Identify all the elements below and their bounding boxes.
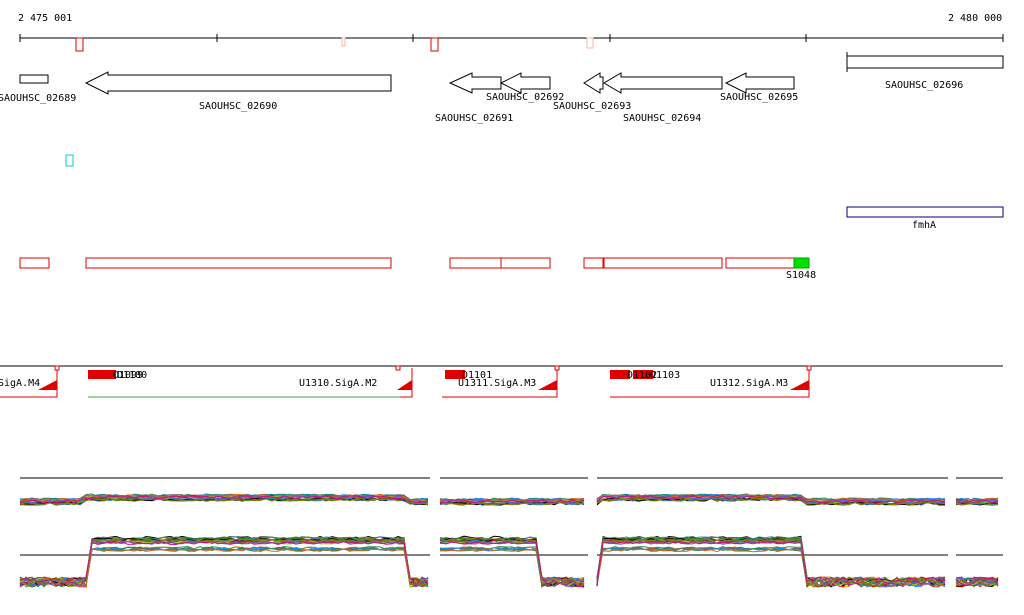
expression-series-line: [439, 538, 585, 588]
gene-arrow-SAOUHSC_02689[interactable]: [19, 74, 49, 84]
expression-series-line: [596, 495, 946, 504]
expression-series-line: [439, 498, 585, 503]
segment-box[interactable]: [500, 257, 551, 269]
expression-series-line: [19, 497, 429, 506]
gene-track: SAOUHSC_02689 SAOUHSC_02690 SAOUHSC_0269…: [0, 52, 1004, 124]
expression-series-line: [596, 537, 946, 588]
transcription-unit-track: D1099 D1100 D1101 D1102 D1103 SigA.M4 U1…: [0, 365, 1003, 398]
ruler-marker: [430, 37, 439, 52]
promoter-block[interactable]: [633, 370, 653, 379]
gene-label: SAOUHSC_02695: [720, 92, 798, 103]
fmhA-feature[interactable]: [846, 206, 1004, 218]
ruler-marker: [341, 37, 346, 47]
segment-S1048[interactable]: [793, 257, 810, 269]
segment-box[interactable]: [19, 257, 50, 269]
gene-label: SAOUHSC_02691: [435, 113, 513, 124]
tu-end-marker: [806, 365, 812, 371]
expression-series-line: [596, 548, 946, 588]
tu-label: U1310.SigA.M2: [299, 378, 377, 389]
segment-box[interactable]: [449, 257, 502, 269]
segment-track: S1048: [19, 257, 816, 281]
promoter-label: D1103: [650, 370, 680, 381]
expression-series-line: [955, 502, 999, 506]
segment-box[interactable]: [725, 257, 795, 269]
expression-series-line: [596, 495, 946, 504]
expression-series-line: [596, 538, 946, 588]
ruler-track: [19, 34, 1004, 52]
promoter-label: D1099: [113, 370, 143, 381]
tu-terminator: [538, 380, 557, 390]
segment-label: S1048: [786, 270, 816, 281]
tu-bracket[interactable]: [0, 368, 58, 398]
expression-series-line: [955, 499, 998, 503]
segment-box[interactable]: [85, 257, 392, 269]
expression-series-line: [439, 541, 585, 588]
expression-series-line: [19, 541, 429, 587]
promoter-label: D1101: [462, 370, 492, 381]
ruler-marker: [75, 37, 84, 52]
tu-end-marker: [554, 365, 560, 371]
fmhA-label: fmhA: [912, 220, 936, 231]
expression-series-line: [596, 540, 946, 588]
expression-series-line: [955, 576, 999, 587]
expression-series-line: [596, 497, 946, 506]
gene-label: SAOUHSC_02689: [0, 93, 76, 104]
segment-box[interactable]: [583, 257, 604, 269]
tu-end-marker: [395, 365, 401, 371]
expression-series-line: [19, 548, 429, 588]
tu-bracket[interactable]: [442, 368, 558, 398]
gene-arrow-SAOUHSC_02696[interactable]: [846, 55, 1004, 69]
gene-arrow-SAOUHSC_02692[interactable]: [499, 72, 551, 94]
expression-series-line: [596, 536, 946, 588]
expression-series-line: [955, 501, 999, 505]
promoter-block[interactable]: [88, 370, 116, 379]
gene-label: SAOUHSC_02692: [486, 92, 564, 103]
promoter-block[interactable]: [610, 370, 630, 379]
gene-arrow-SAOUHSC_02695[interactable]: [724, 72, 795, 94]
expression-profiles: [19, 477, 1003, 589]
gene-label: SAOUHSC_02690: [199, 101, 277, 112]
tu-label: SigA.M4: [0, 378, 40, 389]
tu-terminator: [38, 380, 57, 390]
promoter-label: D1102: [627, 370, 657, 381]
tu-terminator: [790, 380, 809, 390]
tu-bracket[interactable]: [610, 368, 810, 398]
tu-label: U1312.SigA.M3: [710, 378, 788, 389]
expression-series-line: [596, 537, 946, 588]
gene-label: SAOUHSC_02693: [553, 101, 631, 112]
expression-series-line: [955, 502, 999, 506]
expression-series-line: [596, 538, 946, 588]
expression-series-line: [596, 538, 946, 587]
cyan-feature-marker[interactable]: [65, 154, 74, 167]
expression-series-line: [439, 499, 585, 504]
expression-series-line: [596, 541, 946, 587]
ruler-end-coordinate: 2 480 000: [948, 13, 1003, 24]
gene-arrow-SAOUHSC_02694[interactable]: [603, 72, 723, 94]
expression-series-line: [439, 502, 585, 506]
gene-label: SAOUHSC_02694: [623, 113, 701, 124]
ruler-ticks: [19, 34, 1004, 42]
expression-series-line: [596, 536, 946, 587]
expression-series-line: [19, 537, 429, 587]
segment-box[interactable]: [603, 257, 723, 269]
ruler-start-coordinate: 2 475 001: [18, 13, 73, 24]
tu-end-marker: [54, 365, 60, 371]
tu-terminator: [397, 380, 412, 390]
gene-label: SAOUHSC_02696: [885, 80, 963, 91]
gene-arrow-SAOUHSC_02691[interactable]: [448, 72, 502, 94]
gene-arrow-SAOUHSC_02690[interactable]: [84, 71, 392, 95]
ruler-marker: [586, 37, 594, 49]
expression-series-line: [596, 497, 946, 506]
promoter-label: D1100: [117, 370, 147, 381]
tu-label: U1311.SigA.M3: [458, 378, 536, 389]
expression-series-line: [19, 495, 429, 504]
expression-series-line: [955, 499, 999, 504]
promoter-block[interactable]: [445, 370, 465, 379]
expression-series-line: [596, 538, 946, 588]
expression-series-line: [596, 536, 946, 588]
gene-arrow-SAOUHSC_02693[interactable]: [583, 72, 604, 94]
